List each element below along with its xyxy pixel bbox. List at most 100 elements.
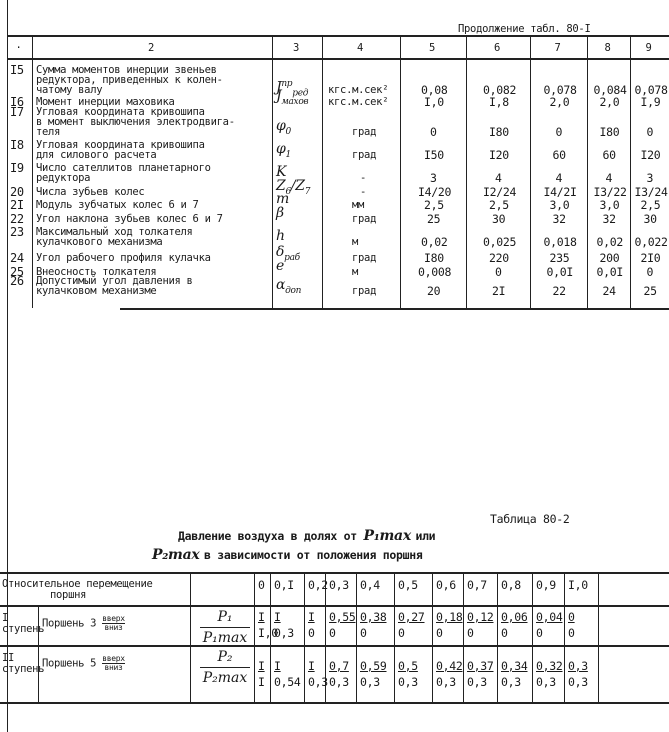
column-divider <box>190 572 192 702</box>
symbol-base: J <box>276 79 282 96</box>
down-value: I,0 <box>258 626 278 640</box>
piston-name: Поршень 3 <box>42 617 103 630</box>
value-cell: 200 <box>599 251 620 265</box>
row-description: теля <box>36 126 61 138</box>
column-divider <box>394 572 396 702</box>
row-description: Угол наклона зубьев колес 6 и 7 <box>36 213 223 225</box>
row-description: Модуль зубчатых колес 6 и 7 <box>36 199 199 211</box>
value-cell: 0,025 <box>483 235 517 249</box>
parameter-symbol: e <box>276 258 284 274</box>
value-cell: 0,0I <box>546 265 574 279</box>
symbol-sub: 1 <box>285 149 292 160</box>
symbol-base: β <box>276 205 284 221</box>
header-label: Относительное перемещение <box>2 578 153 590</box>
value-cell: I20 <box>640 148 661 162</box>
down-value: 0,3 <box>501 674 521 689</box>
table-caption: Давление воздуха в долях от P₁max или <box>178 528 436 544</box>
caption-sym1: P₁max <box>363 528 416 544</box>
down-value: 0 <box>398 626 405 640</box>
down-value: 0 <box>308 626 315 640</box>
up-value: 0,34 <box>501 658 528 673</box>
rule-line <box>0 645 669 647</box>
column-divider <box>630 35 632 308</box>
fraction-bar <box>200 627 250 629</box>
row-description: редуктора, приведенных к колен- <box>36 74 223 86</box>
down-value: I <box>258 674 265 689</box>
up-value: 0,12 <box>467 610 494 624</box>
value-cell: 0,078 <box>634 83 668 97</box>
value-cell: I20 <box>489 148 509 162</box>
unit-cell: м <box>352 266 359 278</box>
value-cell: 0 <box>646 125 654 139</box>
down-value: 0,3 <box>329 674 349 689</box>
value-cell: 32 <box>602 212 617 226</box>
ratio-numerator: P₂ <box>217 649 233 665</box>
parameter-symbol: Jпрред <box>276 79 308 98</box>
value-cell: 30 <box>643 212 658 226</box>
symbol-base: m <box>276 191 289 207</box>
position-value: 0,3 <box>329 578 349 592</box>
position-value: 0,5 <box>398 578 418 592</box>
value-cell: 235 <box>549 251 570 265</box>
up-value: 0,06 <box>501 610 528 624</box>
value-cell: 3,0 <box>549 198 570 212</box>
value-cell: 220 <box>489 251 509 265</box>
row-number: 2I <box>10 198 24 212</box>
unit-cell: град <box>352 149 377 161</box>
column-divider <box>272 35 274 308</box>
down-value: 0,3 <box>467 674 487 689</box>
header-label: поршня <box>50 589 87 601</box>
value-cell: 20 <box>427 284 441 298</box>
value-cell: 0,084 <box>593 83 627 97</box>
up-value: 0,27 <box>398 610 425 624</box>
stage-label: II <box>2 652 15 664</box>
stage-label: ступень <box>2 623 45 635</box>
down-value: 0,3 <box>398 674 418 689</box>
column-divider <box>432 572 434 702</box>
value-cell: 2,5 <box>640 198 661 212</box>
ratio-numerator: P₁ <box>217 609 233 625</box>
value-cell: 3 <box>646 171 654 185</box>
position-value: 0,6 <box>436 578 456 592</box>
up-value: 0,55 <box>329 610 356 624</box>
parameter-symbol: β <box>276 205 284 221</box>
symbol-base: φ <box>276 118 286 134</box>
value-cell: I80 <box>599 125 620 139</box>
column-header: 5 <box>429 42 436 54</box>
value-cell: 24 <box>602 284 617 298</box>
unit-cell: кгс.м.сек² <box>328 84 389 96</box>
symbol-sup: пр <box>281 79 293 89</box>
column-divider <box>463 572 465 702</box>
value-cell: 60 <box>552 148 567 162</box>
down-value: 0 <box>501 626 508 640</box>
up-value: 0 <box>568 610 575 624</box>
column-header: 4 <box>357 42 364 54</box>
column-divider <box>530 35 532 308</box>
symbol-sub: махов <box>281 96 309 107</box>
parameter-symbol: αдоп <box>276 278 301 296</box>
position-value: 0,4 <box>360 578 380 592</box>
row-description: в момент выключения электродвига- <box>36 116 235 128</box>
row-description: для силового расчета <box>36 149 157 161</box>
value-cell: I80 <box>424 251 444 265</box>
caption-line2: в зависимости от положения поршня <box>203 548 423 562</box>
column-divider <box>400 35 402 308</box>
row-number: 26 <box>10 274 24 288</box>
value-cell: I4/2I <box>543 185 577 199</box>
symbol-base: φ <box>276 141 286 157</box>
value-cell: 3,0 <box>599 198 620 212</box>
row-description: кулачкового механизма <box>36 236 163 248</box>
value-cell: 22 <box>552 284 567 298</box>
value-cell: 0,022 <box>634 235 668 249</box>
down-value: 0,3 <box>308 674 328 689</box>
column-divider <box>38 605 40 702</box>
rule-line <box>8 35 669 37</box>
up-value: 0,04 <box>536 610 563 624</box>
down-value: 0,3 <box>274 626 294 640</box>
column-divider <box>32 35 34 308</box>
position-value: 0 <box>258 578 265 592</box>
symbol-base: e <box>276 258 284 274</box>
value-cell: 0,018 <box>543 235 577 249</box>
unit-cell: м <box>352 236 359 248</box>
value-cell: 0 <box>430 125 437 139</box>
